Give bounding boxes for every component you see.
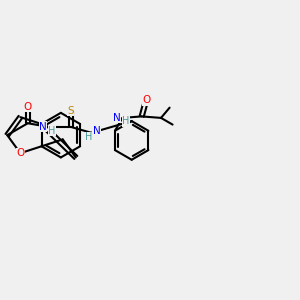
Text: O: O bbox=[16, 148, 25, 158]
Text: H: H bbox=[122, 116, 130, 127]
Text: S: S bbox=[67, 106, 74, 116]
Text: O: O bbox=[24, 102, 32, 112]
Text: N: N bbox=[39, 122, 47, 132]
Text: N: N bbox=[93, 126, 100, 136]
Text: H: H bbox=[85, 132, 92, 142]
Text: N: N bbox=[113, 113, 121, 123]
Text: O: O bbox=[142, 95, 150, 105]
Text: H: H bbox=[48, 126, 56, 136]
